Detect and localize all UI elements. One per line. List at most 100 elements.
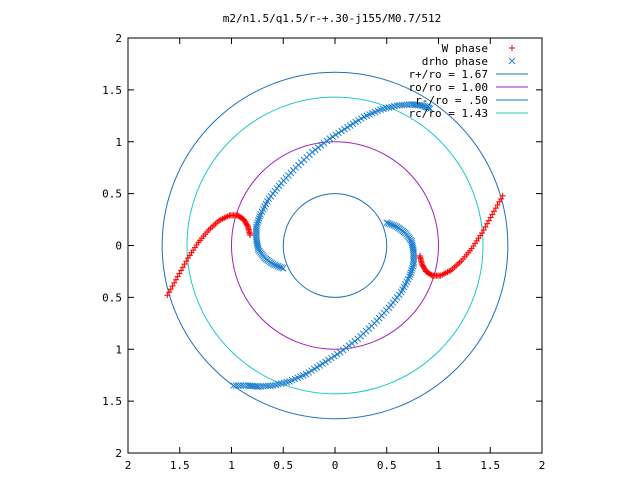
series-0-point-53 [244,222,251,229]
x-tick-label-0: 2 [125,459,132,472]
series-0-point-62 [497,195,504,202]
series-1-point-33 [255,217,262,224]
series-0-point-63 [496,198,503,205]
series-1-point-107 [425,104,433,112]
series-1-point-113 [390,222,398,229]
series-1-point-110 [385,220,392,227]
series-1-point-31 [253,221,261,229]
series-0-point-71 [482,223,489,230]
legend-label-4: r-/ro = .50 [415,94,488,107]
series-1-point-212 [242,382,249,389]
series-0-point-114 [419,262,426,269]
legend-label-2: r+/ro = 1.67 [409,68,488,81]
series-1-point-30 [252,223,260,231]
series-1-point-213 [239,382,247,389]
series-1-point-69 [335,129,342,137]
legend-label-3: ro/ro = 1.00 [409,81,488,94]
series-1-point-68 [332,131,340,139]
series-1-point-143 [407,269,415,276]
series-1-point-140 [409,262,417,270]
series-1-point-175 [336,349,344,356]
series-0-point-1 [166,289,173,296]
series-1-point-176 [333,350,341,358]
series-1-point-34 [255,215,263,222]
y-tick-label-0: 2 [115,32,122,45]
series-1-point-114 [392,222,399,230]
x-tick-label-8: 2 [539,459,546,472]
series-0-point-68 [487,214,494,221]
series-1-point-142 [408,267,415,274]
circle-series-3 [231,141,439,350]
circle-series-2 [161,71,509,420]
series-1-point-180 [322,358,329,366]
series-1-point-112 [388,221,396,229]
series-1-point-177 [330,352,338,360]
legend-label-0: W phase [442,42,488,55]
x-tick-label-1: 1.5 [170,459,190,472]
series-0-point-6 [174,273,181,280]
series-1-point-144 [406,271,414,278]
series-0-point-11 [183,258,190,265]
series-1-point-216 [232,382,240,389]
series-1-point-66 [326,135,334,142]
y-tick-label-1: 1.5 [102,84,122,97]
series-1-point-179 [325,356,332,364]
y-tick-label-3: 0.5 [102,188,122,201]
series-1-point-32 [254,219,262,227]
series-0-point-65 [492,205,499,212]
series-0-point-8 [178,267,185,274]
x-tick-label-6: 1 [435,459,442,472]
series-1-point-211 [244,382,252,389]
series-0-point-61 [499,192,506,199]
series-1-point-215 [235,382,242,389]
y-tick-label-4: 0 [115,240,122,253]
series-0-point-66 [491,208,498,215]
x-tick-label-2: 1 [228,459,235,472]
legend-swatch-1 [508,57,516,65]
series-1-point-214 [237,382,245,389]
y-tick-label-7: 1.5 [102,395,122,408]
reference-circles [161,71,509,420]
data-markers [164,101,506,390]
series-0-point-60 [247,232,254,239]
y-tick-label-2: 1 [115,136,122,149]
legend-label-5: rc/ro = 1.43 [409,107,488,120]
series-1-point-0 [279,264,287,272]
series-1-point-70 [338,127,345,135]
series-0-point-67 [489,211,496,218]
chart-title: m2/n1.5/q1.5/r-+.30-j155/M0.7/512 [223,12,442,25]
series-0-point-121 [416,252,423,259]
y-tick-label-5: 0.5 [102,291,122,304]
series-0-point-3 [169,282,176,289]
x-tick-label-7: 1.5 [480,459,500,472]
series-1-point-2 [276,263,284,271]
series-0-point-69 [485,217,492,224]
series-0-point-0 [164,292,171,299]
series-1-point-3 [274,262,282,270]
legend-label-1: drho phase [422,55,488,68]
series-1-point-217 [230,382,237,389]
series-1-point-111 [386,220,394,228]
series-0-point-9 [179,264,186,271]
series-0-point-10 [181,261,188,268]
series-1-point-178 [328,354,335,362]
series-1-point-5 [271,261,278,269]
series-1-point-109 [383,219,391,227]
series-0-points [164,192,506,299]
series-1-point-139 [410,260,418,268]
axes: 2 1.5 1 0.5 0 0.5 1 1.5 221.510.500.511.52 [102,32,545,472]
series-1-point-108 [426,105,434,112]
series-1-point-1 [278,264,285,271]
series-0-point-64 [494,202,501,209]
circle-series-4 [282,193,388,298]
series-0-point-4 [171,279,178,286]
series-0-point-70 [484,220,491,227]
series-1-points [230,101,434,390]
series-1-point-141 [408,264,416,272]
series-1-point-71 [341,125,348,133]
circle-series-5 [186,96,484,395]
series-0-point-2 [167,286,174,293]
series-1-point-4 [272,262,280,269]
